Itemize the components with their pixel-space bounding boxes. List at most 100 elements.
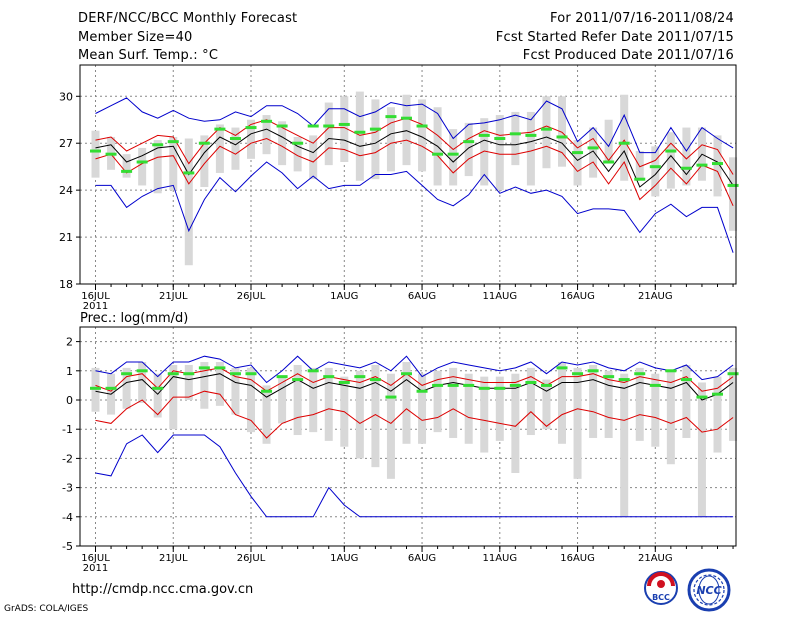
box-bar: [138, 147, 147, 186]
box-bar: [682, 364, 691, 438]
box-bar: [495, 115, 504, 191]
bcc-logo-text: BCC: [652, 593, 670, 602]
box-bar: [231, 127, 240, 170]
box-bar: [666, 370, 675, 465]
marker: [385, 395, 397, 399]
box-bar: [293, 136, 302, 172]
y-tick-label: 27: [59, 137, 73, 150]
marker: [634, 372, 646, 376]
marker: [618, 141, 630, 145]
marker: [183, 171, 195, 175]
marker: [556, 135, 568, 139]
box-bar: [309, 367, 318, 433]
marker: [245, 372, 257, 376]
marker: [540, 383, 552, 387]
marker: [556, 366, 568, 370]
box-bar: [324, 367, 333, 441]
x-tick-label: 26JUL: [237, 291, 266, 302]
grads-credit: GrADS: COLA/IGES: [4, 604, 89, 614]
marker: [540, 127, 552, 131]
box-bar: [215, 362, 224, 406]
box-bar: [573, 367, 582, 479]
y-tick-label: -5: [62, 540, 73, 553]
box-bar: [247, 119, 255, 159]
marker: [712, 162, 723, 166]
marker: [369, 378, 381, 382]
panel-title: Prec.: log(mm/d): [80, 311, 188, 326]
x-tick-label: 16AUG: [560, 291, 595, 302]
marker: [292, 378, 304, 382]
marker: [167, 372, 179, 376]
marker: [90, 386, 101, 390]
marker: [307, 124, 319, 128]
box-bar: [262, 385, 271, 444]
box-bar: [464, 122, 473, 177]
box-bar: [620, 94, 629, 181]
marker: [712, 392, 723, 396]
chart-panel-1: 18 21 24 27 30 16JUL 21JUL 26JUL 1AUG 6AUG 11AUG 16…: [59, 64, 739, 312]
marker: [385, 115, 397, 119]
box-bar: [542, 96, 551, 169]
box-bar: [153, 140, 162, 194]
marker: [696, 163, 708, 167]
marker: [509, 383, 521, 387]
x-tick-label: 16AUG: [560, 553, 595, 564]
box-bar: [449, 129, 458, 186]
x-tick-label: 26JUL: [237, 553, 266, 564]
series-line-mean: [95, 128, 734, 188]
series-line-upper: [95, 367, 734, 392]
x-tick-label: 1AUG: [330, 291, 358, 302]
series-line-lower: [95, 137, 734, 207]
box-bar: [247, 367, 255, 433]
marker: [680, 378, 692, 382]
y-tick-label: 18: [59, 278, 73, 291]
marker: [432, 152, 444, 156]
marker: [245, 126, 257, 130]
marker: [509, 132, 521, 136]
marker: [121, 169, 133, 173]
x-tick-label: 21AUG: [638, 291, 673, 302]
marker: [665, 369, 677, 373]
series-line-lower: [95, 390, 734, 439]
box-bar: [278, 376, 287, 424]
y-tick-label: -3: [62, 482, 73, 495]
box-bar: [666, 132, 675, 189]
y-tick-label: 21: [59, 231, 73, 244]
x-tick-label: 16JUL: [81, 291, 110, 302]
box-bar: [91, 130, 100, 178]
x-tick-label: 21JUL: [159, 291, 188, 302]
marker: [152, 386, 164, 390]
box-bar: [231, 367, 240, 415]
marker: [261, 119, 273, 123]
marker: [354, 375, 366, 379]
marker: [105, 152, 117, 156]
box-bar: [511, 111, 520, 166]
box-bar: [386, 373, 395, 479]
box-bar: [371, 99, 380, 180]
marker: [478, 133, 490, 137]
series-line-max: [95, 97, 734, 154]
plot-frame: [79, 64, 737, 285]
x-tick-label: 16JUL: [81, 553, 110, 564]
series-line-min: [95, 161, 734, 253]
start-date-label: Fcst Started Refer Date 2011/07/15: [495, 30, 734, 45]
box-bar: [449, 367, 458, 438]
marker: [214, 127, 226, 131]
y-tick-label: 0: [66, 394, 73, 407]
marker: [618, 378, 630, 382]
box-bar: [526, 367, 535, 436]
series-line-max: [95, 355, 734, 384]
y-tick-label: -2: [62, 452, 73, 465]
marker: [167, 140, 179, 144]
ncc-logo-text: NCC: [696, 584, 721, 597]
box-bar: [402, 94, 411, 166]
marker: [276, 375, 288, 379]
variable-label: Mean Surf. Temp.: °C: [78, 48, 219, 63]
marker: [401, 116, 412, 120]
marker: [214, 366, 226, 370]
x-year-label: 2011: [83, 563, 108, 574]
box-bar: [418, 99, 427, 172]
bcc-logo: BCC: [644, 571, 678, 605]
y-tick-label: 24: [59, 184, 73, 197]
